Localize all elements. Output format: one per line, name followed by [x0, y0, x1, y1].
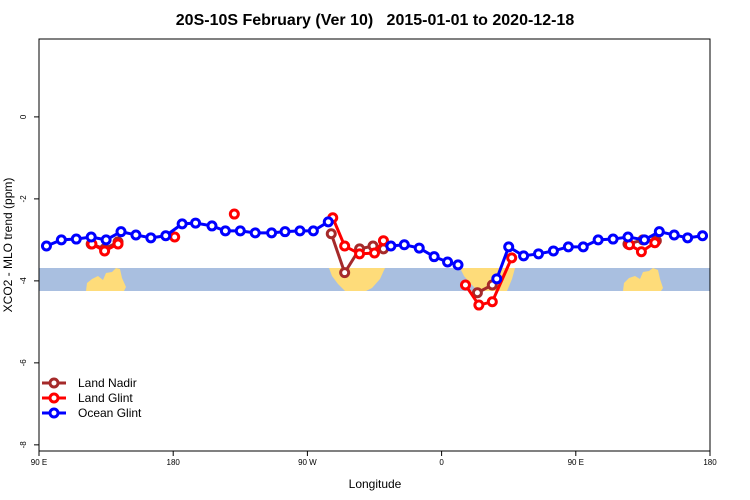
data-point	[635, 246, 647, 258]
data-point	[266, 227, 278, 239]
data-point	[85, 231, 97, 243]
data-point	[452, 259, 464, 271]
data-point	[562, 241, 574, 253]
data-point	[249, 227, 261, 239]
data-point	[638, 234, 650, 246]
data-point	[592, 234, 604, 246]
data-point	[473, 299, 485, 311]
data-point	[413, 242, 425, 254]
data-point	[682, 232, 694, 244]
legend-marker	[48, 407, 60, 419]
data-point	[491, 273, 503, 285]
data-point	[486, 296, 498, 308]
data-point	[398, 239, 410, 251]
chart-title: 20S-10S February (Ver 10) 2015-01-01 to …	[176, 12, 575, 29]
x-tick-label: 90 E	[568, 458, 584, 467]
data-point	[130, 229, 142, 241]
x-axis-label: Longitude	[349, 477, 402, 491]
y-tick-label: 0	[19, 114, 28, 119]
data-point	[294, 225, 306, 237]
legend-label: Land Glint	[78, 391, 133, 405]
land-band	[39, 268, 710, 291]
y-tick-label: -6	[19, 359, 28, 367]
data-point	[697, 230, 709, 242]
data-point	[518, 250, 530, 262]
x-tick-label: 90 E	[31, 458, 47, 467]
data-point	[547, 245, 559, 257]
data-point	[40, 240, 52, 252]
y-tick-label: -2	[19, 195, 28, 203]
data-point	[668, 229, 680, 241]
data-point	[369, 247, 380, 259]
data-point	[322, 216, 334, 228]
data-point	[385, 240, 397, 252]
data-point	[653, 226, 665, 238]
data-point	[377, 235, 389, 247]
data-point	[428, 251, 440, 263]
x-tick-label: 90 W	[298, 458, 317, 467]
data-point	[55, 234, 67, 246]
data-point	[354, 248, 366, 260]
data-point	[339, 267, 351, 279]
data-point	[339, 240, 351, 252]
legend-marker	[48, 377, 60, 389]
data-point	[533, 248, 545, 260]
data-point	[112, 238, 124, 250]
data-point	[190, 217, 202, 229]
x-tick-label: 180	[703, 458, 717, 467]
data-point	[471, 287, 483, 299]
y-tick-label: -4	[19, 277, 28, 285]
plot-frame	[38, 38, 711, 452]
data-point	[506, 252, 518, 264]
data-point	[176, 218, 188, 230]
data-point	[219, 225, 231, 237]
data-point	[442, 256, 454, 268]
data-point	[206, 220, 218, 232]
data-point	[577, 241, 589, 253]
data-point	[607, 233, 619, 245]
data-point	[99, 245, 111, 257]
data-point	[325, 228, 337, 240]
data-point	[279, 226, 291, 238]
y-tick-label: -8	[19, 441, 28, 449]
data-point	[228, 208, 240, 220]
legend-label: Land Nadir	[78, 376, 137, 390]
data-point	[459, 279, 471, 291]
legend-label: Ocean Glint	[78, 406, 142, 420]
data-point	[307, 225, 319, 237]
data-point	[649, 237, 661, 249]
data-point	[622, 231, 634, 243]
data-point	[115, 226, 127, 238]
x-tick-label: 180	[167, 458, 181, 467]
data-point	[145, 232, 157, 244]
data-point	[160, 230, 172, 242]
x-tick-label: 0	[439, 458, 444, 467]
data-point	[169, 231, 181, 243]
y-axis-label: XCO2 - MLO trend (ppm)	[1, 178, 15, 313]
data-point	[503, 241, 515, 253]
data-point	[234, 225, 246, 237]
data-point	[100, 234, 112, 246]
legend-marker	[48, 392, 60, 404]
data-point	[70, 233, 82, 245]
